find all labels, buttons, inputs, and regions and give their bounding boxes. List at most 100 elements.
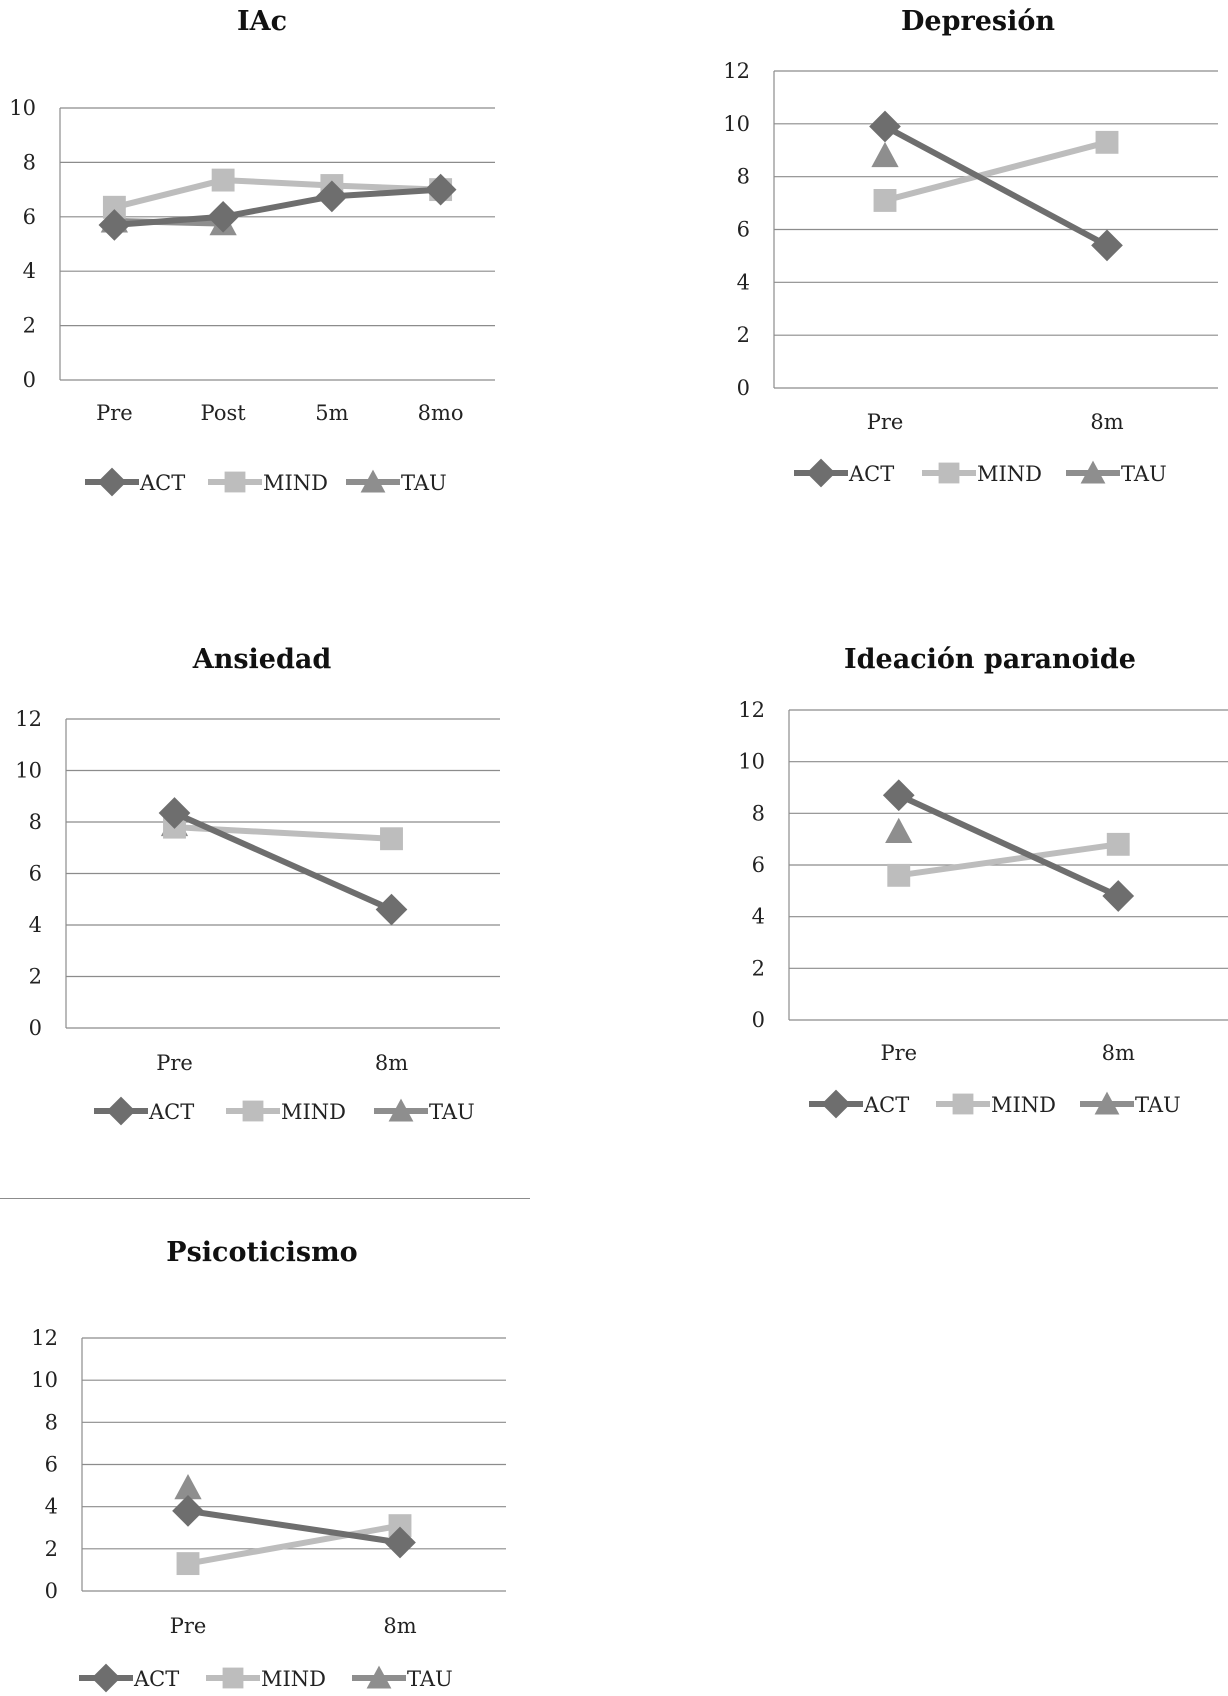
series-line-act <box>187 1507 401 1546</box>
x-tick-label: 5m <box>315 401 348 425</box>
series-tau <box>871 141 899 168</box>
data-point-act <box>1102 880 1135 912</box>
series-act <box>172 1495 416 1559</box>
x-tick-label: 8m <box>1102 1041 1135 1065</box>
data-point-mind <box>1095 130 1119 154</box>
y-tick-label: 0 <box>752 1008 765 1032</box>
legend-label: TAU <box>407 1667 453 1691</box>
legend-label: ACT <box>148 1100 194 1124</box>
y-tick-label: 2 <box>752 956 765 980</box>
series-line-mind <box>113 177 224 211</box>
legend-marker-mind <box>952 1093 974 1115</box>
series-line-act <box>114 213 224 228</box>
y-tick-label: 4 <box>737 270 750 294</box>
data-point-act <box>424 173 457 206</box>
legend-marker-mind <box>224 471 246 493</box>
y-tick-label: 12 <box>723 59 750 83</box>
x-tick-label: Pre <box>156 1051 193 1075</box>
y-tick-label: 10 <box>738 750 765 774</box>
y-tick-label: 12 <box>15 707 42 731</box>
legend-item-mind: MIND <box>922 462 1042 486</box>
legend-item-tau: TAU <box>352 1665 453 1691</box>
chart-iac-svg: IAc 0 2 4 6 8 10 Pre Post 5m 8mo ACT MIND TAU <box>9 6 495 497</box>
legend-label: MIND <box>263 471 328 495</box>
data-point-act <box>869 110 901 143</box>
y-tick-label: 10 <box>723 112 750 136</box>
chart-iac: IAc 0 2 4 6 8 10 Pre Post 5m 8mo ACT MIND TAU <box>0 0 600 520</box>
legend-marker-act <box>91 1663 121 1693</box>
series-line-act <box>883 123 1109 248</box>
y-tick-label: 8 <box>45 1410 58 1434</box>
legend-label: ACT <box>139 471 185 495</box>
y-tick-label: 2 <box>23 314 36 338</box>
legend: ACT MIND TAU <box>85 467 447 497</box>
data-point-mind <box>887 863 911 887</box>
y-tick-label: 8 <box>29 810 42 834</box>
chart-depresion-svg: Depresión 0 2 4 6 8 10 12 Pre 8m ACT MIND TAU <box>723 6 1218 488</box>
chart-psicoticismo: Psicoticismo 0 2 4 6 8 10 12 Pre 8m ACT MIND TAU <box>0 1220 600 1696</box>
data-point-act <box>882 779 915 812</box>
x-tick-label: 8m <box>383 1614 416 1638</box>
y-tick-label: 2 <box>45 1537 58 1561</box>
y-tick-label: 0 <box>45 1579 58 1603</box>
data-point-tau <box>871 141 899 168</box>
legend-marker-tau <box>366 1665 392 1689</box>
data-point-act <box>375 893 408 926</box>
chart-ansiedad-svg: Ansiedad 0 2 4 6 8 10 12 Pre 8m ACT MIND TAU <box>15 644 500 1126</box>
data-point-tau <box>885 817 913 844</box>
y-tick-label: 6 <box>752 853 765 877</box>
y-tick-label: 6 <box>45 1453 58 1477</box>
y-tick-label: 0 <box>29 1016 42 1040</box>
series-line-mind <box>187 1522 401 1567</box>
legend-item-tau: TAU <box>346 469 447 495</box>
series-line-act <box>222 193 333 220</box>
series-tau <box>885 817 913 844</box>
data-point-mind <box>102 195 126 219</box>
legend-label: TAU <box>429 1100 475 1124</box>
y-tick-label: 4 <box>23 259 36 283</box>
series-line-mind <box>898 841 1119 879</box>
x-tick-label: Pre <box>880 1041 917 1065</box>
legend-label: MIND <box>261 1667 326 1691</box>
legend: ACT MIND TAU <box>809 1089 1181 1119</box>
y-tick-label: 10 <box>9 96 36 120</box>
legend: ACT MIND TAU <box>794 458 1167 488</box>
legend-label: ACT <box>133 1667 179 1691</box>
x-tick-label: Pre <box>96 401 133 425</box>
x-tick-label: Post <box>201 401 247 425</box>
y-tick-label: 0 <box>737 376 750 400</box>
legend-item-mind: MIND <box>208 471 328 495</box>
x-tick-label: 8mo <box>418 401 464 425</box>
chart-depresion: Depresión 0 2 4 6 8 10 12 Pre 8m ACT MIND TAU <box>614 0 1228 520</box>
series-act <box>882 779 1135 912</box>
series-line-act <box>331 186 441 200</box>
series-mind <box>176 1514 412 1576</box>
legend-marker-act <box>106 1096 136 1126</box>
y-tick-label: 8 <box>737 165 750 189</box>
legend-item-act: ACT <box>809 1089 909 1119</box>
y-tick-label: 4 <box>29 913 42 937</box>
y-tick-label: 2 <box>29 965 42 989</box>
series-act <box>98 173 457 241</box>
legend-label: ACT <box>863 1093 909 1117</box>
x-tick-label: Pre <box>170 1614 207 1638</box>
legend-item-tau: TAU <box>1066 460 1167 486</box>
section-divider <box>0 1198 530 1199</box>
legend-item-act: ACT <box>94 1096 194 1126</box>
legend-marker-tau <box>1080 460 1106 484</box>
y-tick-label: 6 <box>23 205 36 229</box>
legend-marker-mind <box>242 1100 264 1122</box>
data-point-mind <box>388 1514 412 1538</box>
x-tick-label: 8m <box>375 1051 408 1075</box>
legend-marker-act <box>97 467 127 497</box>
y-tick-label: 8 <box>752 801 765 825</box>
legend: ACT MIND TAU <box>79 1663 453 1693</box>
y-tick-label: 12 <box>31 1326 58 1350</box>
data-point-act <box>172 1495 204 1527</box>
series-tau <box>174 1474 202 1500</box>
legend-label: TAU <box>401 471 447 495</box>
data-point-mind <box>380 827 403 851</box>
legend-item-act: ACT <box>85 467 185 497</box>
data-point-mind <box>873 189 897 212</box>
y-tick-label: 0 <box>23 368 36 392</box>
